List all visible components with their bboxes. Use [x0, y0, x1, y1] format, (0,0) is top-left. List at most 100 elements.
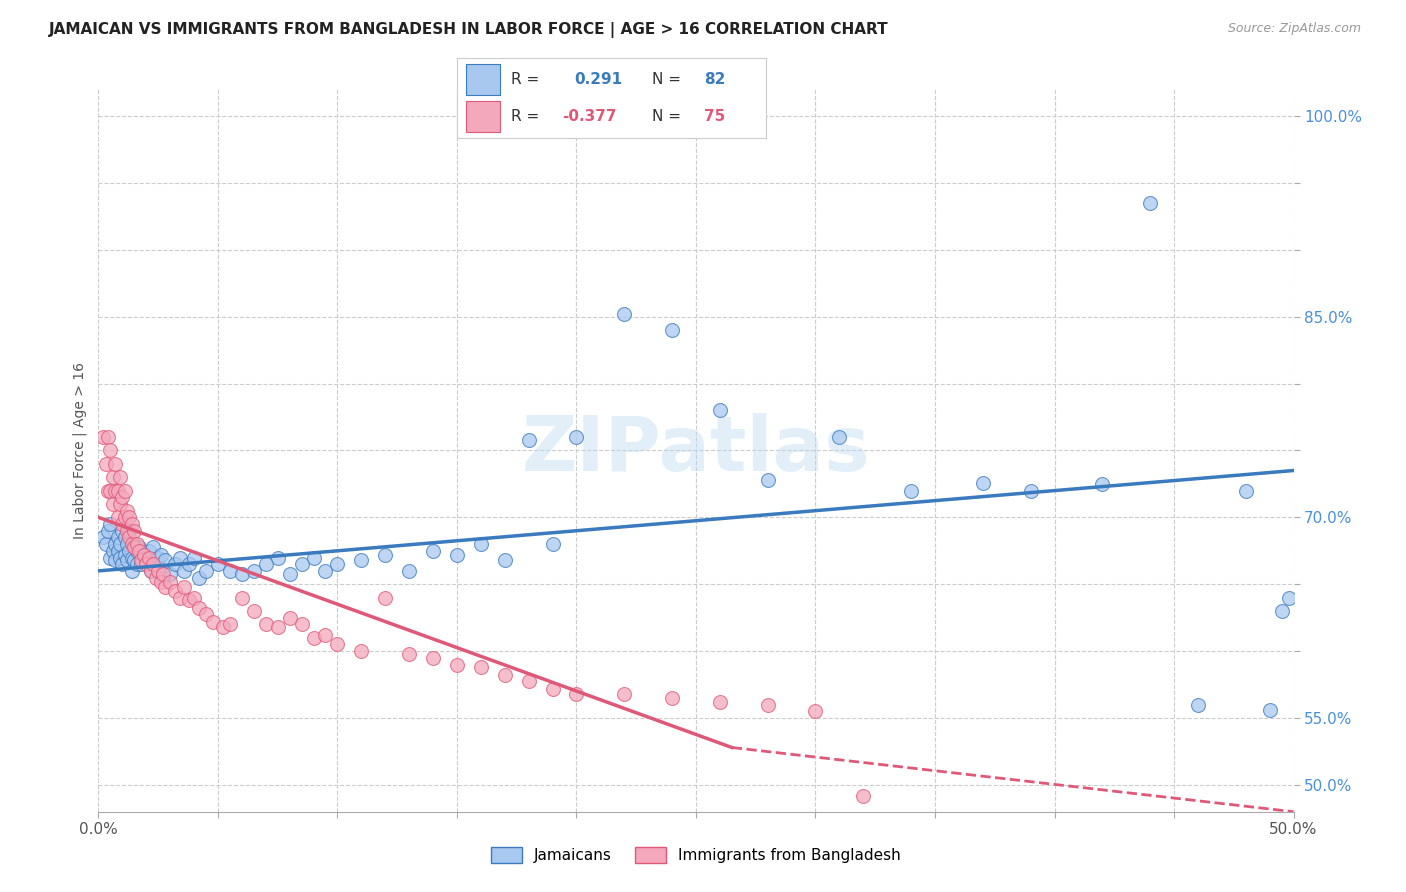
Point	[219, 564, 242, 578]
Point	[94, 457, 117, 471]
Point	[159, 566, 181, 581]
Point	[115, 553, 138, 567]
Point	[97, 430, 120, 444]
Point	[111, 517, 134, 532]
Point	[132, 548, 155, 562]
Point	[97, 524, 120, 538]
Text: R =: R =	[512, 109, 540, 124]
Point	[852, 789, 875, 803]
Point	[124, 537, 146, 551]
Point	[104, 483, 127, 498]
Point	[135, 557, 157, 571]
Point	[97, 483, 120, 498]
Point	[173, 580, 195, 594]
Point	[422, 651, 444, 665]
Point	[148, 550, 170, 565]
Point	[101, 470, 124, 484]
Point	[661, 323, 683, 337]
Point	[121, 537, 143, 551]
Text: R =: R =	[512, 72, 540, 87]
Point	[1019, 483, 1042, 498]
Point	[169, 550, 191, 565]
Point	[115, 503, 138, 517]
Point	[107, 543, 129, 558]
Text: 75: 75	[704, 109, 725, 124]
Point	[231, 591, 253, 605]
Point	[446, 657, 468, 672]
Point	[278, 566, 301, 581]
Point	[163, 557, 186, 571]
Point	[104, 457, 127, 471]
Point	[155, 553, 177, 567]
Point	[315, 628, 337, 642]
Point	[350, 553, 373, 567]
Point	[709, 695, 731, 709]
Point	[152, 566, 174, 581]
Point	[1187, 698, 1209, 712]
Text: -0.377: -0.377	[562, 109, 617, 124]
Point	[98, 550, 122, 565]
Point	[350, 644, 373, 658]
Point	[111, 557, 134, 571]
Point	[125, 537, 148, 551]
Point	[1278, 591, 1301, 605]
Point	[374, 548, 396, 562]
Point	[211, 620, 233, 634]
Point	[291, 557, 314, 571]
Point	[446, 548, 468, 562]
Point	[114, 510, 136, 524]
Point	[291, 617, 314, 632]
Point	[111, 491, 134, 505]
Point	[613, 687, 636, 701]
Point	[541, 681, 564, 696]
Point	[139, 564, 162, 578]
Point	[118, 510, 141, 524]
Point	[231, 566, 253, 581]
Point	[1258, 703, 1281, 717]
Text: 82: 82	[704, 72, 725, 87]
Point	[118, 524, 141, 538]
Point	[121, 564, 143, 578]
Point	[139, 564, 162, 578]
Point	[315, 564, 337, 578]
Point	[494, 553, 516, 567]
Point	[135, 553, 157, 567]
Point	[128, 543, 150, 558]
Point	[1139, 196, 1161, 211]
Text: N =: N =	[652, 109, 681, 124]
Point	[91, 530, 114, 544]
Point	[148, 564, 170, 578]
Point	[104, 553, 127, 567]
Point	[124, 553, 146, 567]
Point	[114, 483, 136, 498]
Point	[254, 557, 277, 571]
Point	[124, 540, 146, 554]
Point	[565, 430, 588, 444]
Point	[131, 553, 153, 567]
Point	[145, 557, 167, 571]
Point	[661, 691, 683, 706]
Point	[108, 470, 131, 484]
Point	[107, 530, 129, 544]
Point	[183, 591, 205, 605]
Point	[1234, 483, 1257, 498]
Point	[142, 557, 165, 571]
Point	[179, 593, 201, 607]
Point	[219, 617, 242, 632]
Point	[207, 557, 229, 571]
Point	[107, 510, 129, 524]
Point	[709, 403, 731, 417]
Point	[187, 571, 209, 585]
Point	[101, 497, 124, 511]
Point	[107, 483, 129, 498]
Point	[98, 443, 122, 458]
Point	[125, 543, 148, 558]
Point	[125, 557, 148, 571]
Point	[169, 591, 191, 605]
Point	[104, 537, 127, 551]
Point	[179, 557, 201, 571]
Point	[131, 557, 153, 571]
Text: ZIPatlas: ZIPatlas	[522, 414, 870, 487]
Point	[254, 617, 277, 632]
Text: 0.291: 0.291	[575, 72, 623, 87]
